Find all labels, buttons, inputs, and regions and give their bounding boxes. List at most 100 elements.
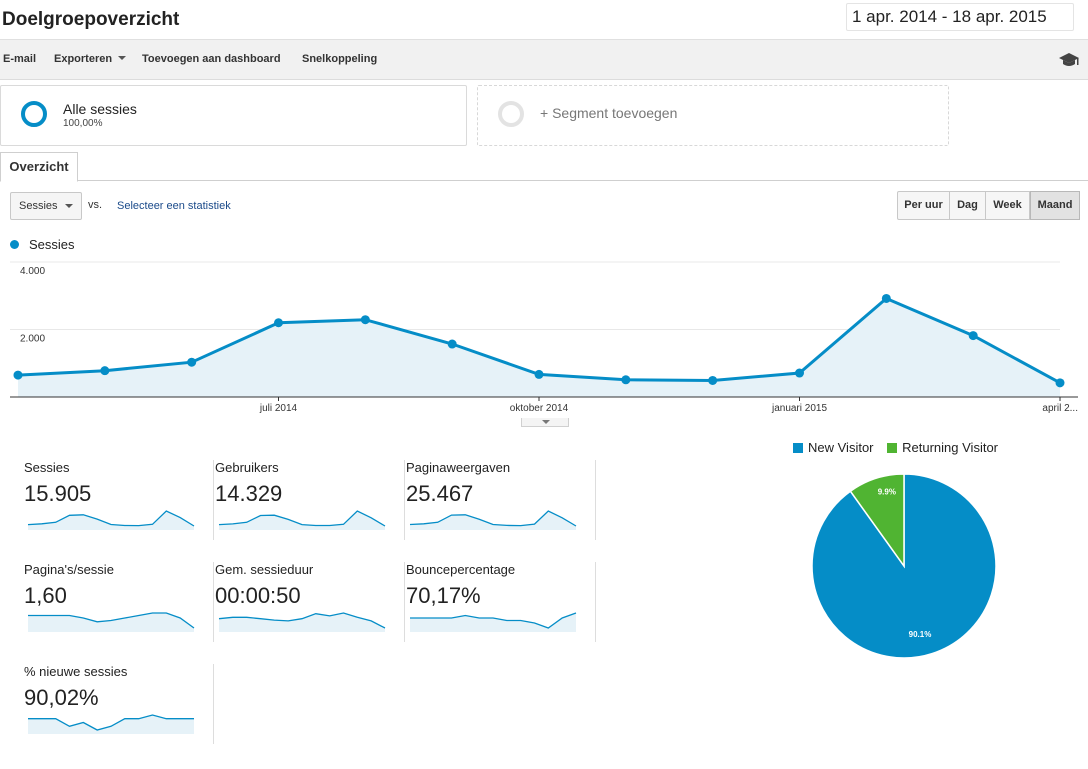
y-tick-label: 2.000 [20, 334, 45, 345]
tile-divider [404, 562, 405, 642]
metric-tile[interactable]: Paginaweergaven 25.467 [406, 460, 596, 540]
granularity-month-button[interactable]: Maand [1030, 191, 1080, 220]
y-tick-label: 4.000 [20, 266, 45, 277]
data-point[interactable] [708, 375, 718, 385]
metric-value: 00:00:50 [215, 583, 301, 608]
legend-new-visitor: New Visitor [793, 440, 874, 455]
chevron-down-icon [118, 56, 127, 60]
email-button[interactable]: E-mail [3, 53, 37, 65]
sparkline-line [27, 510, 195, 527]
sparkline [409, 510, 577, 530]
add-to-dashboard-button[interactable]: Toevoegen aan dashboard [142, 53, 281, 65]
date-range-picker[interactable]: 1 apr. 2014 - 18 apr. 2015 [846, 3, 1074, 31]
metric-value: 15.905 [24, 481, 92, 506]
pie-legend: New Visitor Returning Visitor [793, 440, 998, 455]
segment-placeholder-icon [498, 101, 524, 127]
tile-divider [213, 460, 214, 540]
data-point[interactable] [100, 366, 110, 376]
pie-slice-label: 9.9% [878, 488, 896, 497]
sparkline-area [28, 511, 194, 530]
metric-label: Pagina's/sessie [24, 562, 114, 577]
sparkline [27, 510, 195, 530]
segment-percent: 100,00% [63, 118, 103, 129]
x-tick-label: juli 2014 [259, 403, 298, 414]
granularity-buttons: Per uur Dag Week Maand [897, 191, 1080, 220]
sparkline-line [218, 612, 386, 629]
sparkline [218, 612, 386, 632]
metric-tile[interactable]: Bouncepercentage 70,17% [406, 562, 596, 642]
sessions-chart: 4.000 2.000 juli 2014 oktober 2014 januari … [10, 261, 1078, 414]
pie-slice-label: 90.1% [909, 630, 932, 639]
legend-new-visitor-label: New Visitor [808, 440, 874, 455]
sparkline-area [410, 613, 576, 632]
metric-tile[interactable]: Gebruikers 14.329 [215, 460, 405, 540]
data-point[interactable] [621, 375, 631, 385]
metric-value: 70,17% [406, 583, 481, 608]
sparkline [410, 612, 577, 632]
granularity-day-button[interactable]: Dag [950, 191, 986, 220]
sparkline [28, 714, 194, 734]
legend-swatch [793, 443, 803, 453]
select-statistic-link[interactable]: Selecteer een statistiek [117, 200, 231, 212]
data-point[interactable] [1055, 378, 1065, 388]
page-title: Doelgroepoverzicht [2, 9, 180, 30]
sparkline-area [28, 613, 194, 632]
shortcut-button[interactable]: Snelkoppeling [302, 53, 378, 65]
segment-title: Alle sessies [63, 101, 137, 117]
data-point[interactable] [881, 293, 891, 303]
export-menu[interactable]: Exporteren [54, 53, 127, 65]
data-point[interactable] [795, 368, 804, 378]
tile-divider [404, 460, 405, 540]
tile-divider [213, 664, 214, 744]
chart-collapse-handle[interactable] [521, 418, 569, 427]
visitor-pie-chart: 90.1% 9.9% [811, 473, 997, 659]
metric-select[interactable]: Sessies [10, 192, 82, 220]
sparkline-line [28, 612, 195, 629]
tab-overview[interactable]: Overzicht [0, 152, 78, 182]
data-point[interactable] [13, 370, 23, 380]
x-tick-label: oktober 2014 [510, 403, 569, 414]
sparkline [218, 510, 386, 530]
sessions-area [18, 298, 1060, 397]
metric-label: % nieuwe sessies [24, 664, 128, 679]
data-point[interactable] [534, 369, 544, 379]
tab-divider [0, 180, 1088, 181]
data-point[interactable] [274, 318, 283, 328]
metric-value: 14.329 [215, 481, 283, 506]
metric-label: Sessies [24, 460, 70, 475]
metric-label: Gebruikers [215, 460, 279, 475]
x-tick-label: januari 2015 [771, 403, 827, 414]
sparkline-line [410, 612, 577, 629]
metric-label: Bouncepercentage [406, 562, 516, 577]
add-segment-button[interactable]: + Segment toevoegen [477, 85, 949, 146]
metric-value: 90,02% [24, 685, 99, 710]
granularity-hour-button[interactable]: Per uur [897, 191, 950, 220]
metric-value: 1,60 [24, 583, 67, 608]
legend-returning-visitor-label: Returning Visitor [902, 440, 999, 455]
x-tick-label: april 2... [1042, 403, 1078, 414]
legend-returning-visitor: Returning Visitor [887, 440, 998, 455]
sparkline-area [219, 511, 385, 530]
sparkline-line [28, 714, 194, 731]
segment-all-sessions[interactable]: Alle sessies 100,00% [0, 85, 467, 146]
metric-tile[interactable]: Pagina's/sessie 1,60 [24, 562, 214, 642]
metric-tile[interactable]: Sessies 15.905 [24, 460, 214, 540]
data-point[interactable] [968, 331, 978, 341]
segment-ring-icon [21, 101, 47, 127]
sparkline-area [410, 511, 576, 530]
graduation-cap-icon[interactable] [1058, 51, 1080, 69]
sessions-legend-label: Sessies [29, 237, 75, 252]
data-point[interactable] [187, 357, 197, 367]
toolbar: E-mail Exporteren Toevoegen aan dashboar… [0, 39, 1088, 80]
data-point[interactable] [360, 315, 370, 325]
metric-tile[interactable]: % nieuwe sessies 90,02% [24, 664, 214, 744]
pie-slice-returning-visitor[interactable] [849, 473, 905, 569]
export-label: Exporteren [54, 53, 113, 65]
metric-label: Paginaweergaven [406, 460, 511, 475]
chevron-down-icon [65, 204, 73, 208]
data-point[interactable] [447, 339, 457, 349]
metric-tile[interactable]: Gem. sessieduur 00:00:50 [215, 562, 405, 642]
granularity-week-button[interactable]: Week [986, 191, 1030, 220]
vs-label: vs. [88, 199, 103, 211]
legend-swatch [887, 443, 898, 453]
